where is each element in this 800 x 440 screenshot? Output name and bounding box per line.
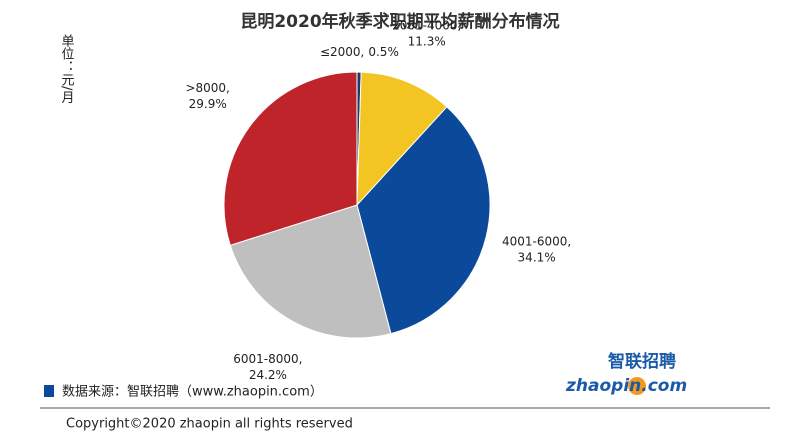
- pie-slice: [223, 71, 358, 246]
- unit-label: 单位：元/月: [59, 34, 75, 105]
- pie: ≤2000, 0.5% 2001-4000, 11.3% 4001-6000, 34.1%…: [185, 18, 571, 381]
- value-label: 34.1%: [518, 250, 556, 264]
- slice-label: 6001-8000, 24.2%: [233, 352, 302, 382]
- source: 数据来源：智联招聘（www.zhaopin.com）: [62, 385, 323, 400]
- copyright: Copyright©2020 zhaopin all rights reserv…: [66, 417, 353, 432]
- value-label: 11.3%: [408, 34, 446, 48]
- category-label: >8000,: [185, 80, 229, 94]
- pie-slice: [356, 106, 491, 335]
- category-label: ≤2000,: [320, 45, 364, 59]
- category-label: 2001-4000,: [392, 18, 461, 32]
- category-label: 4001-6000,: [502, 234, 571, 248]
- slice-label: 4001-6000, 34.1%: [502, 234, 571, 264]
- pie-slice: [229, 204, 392, 339]
- logo-en: zhaopin.com: [565, 376, 687, 396]
- value-label: 29.9%: [189, 96, 227, 110]
- value-label: 24.2%: [249, 368, 287, 382]
- slice-label: ≤2000, 0.5%: [320, 45, 399, 59]
- logo-dot: [628, 377, 646, 395]
- slice-label: 2001-4000, 11.3%: [392, 18, 461, 48]
- slice-label: >8000, 29.9%: [185, 80, 229, 110]
- logo-cn: 智联招聘: [608, 351, 676, 372]
- chart-title: 昆明2020年秋季求职期平均薪酬分布情况: [240, 11, 559, 32]
- category-label: 6001-8000,: [233, 352, 302, 366]
- source-marker: [44, 385, 54, 397]
- pie-slice: [356, 71, 448, 207]
- value-label: 0.5%: [368, 45, 399, 59]
